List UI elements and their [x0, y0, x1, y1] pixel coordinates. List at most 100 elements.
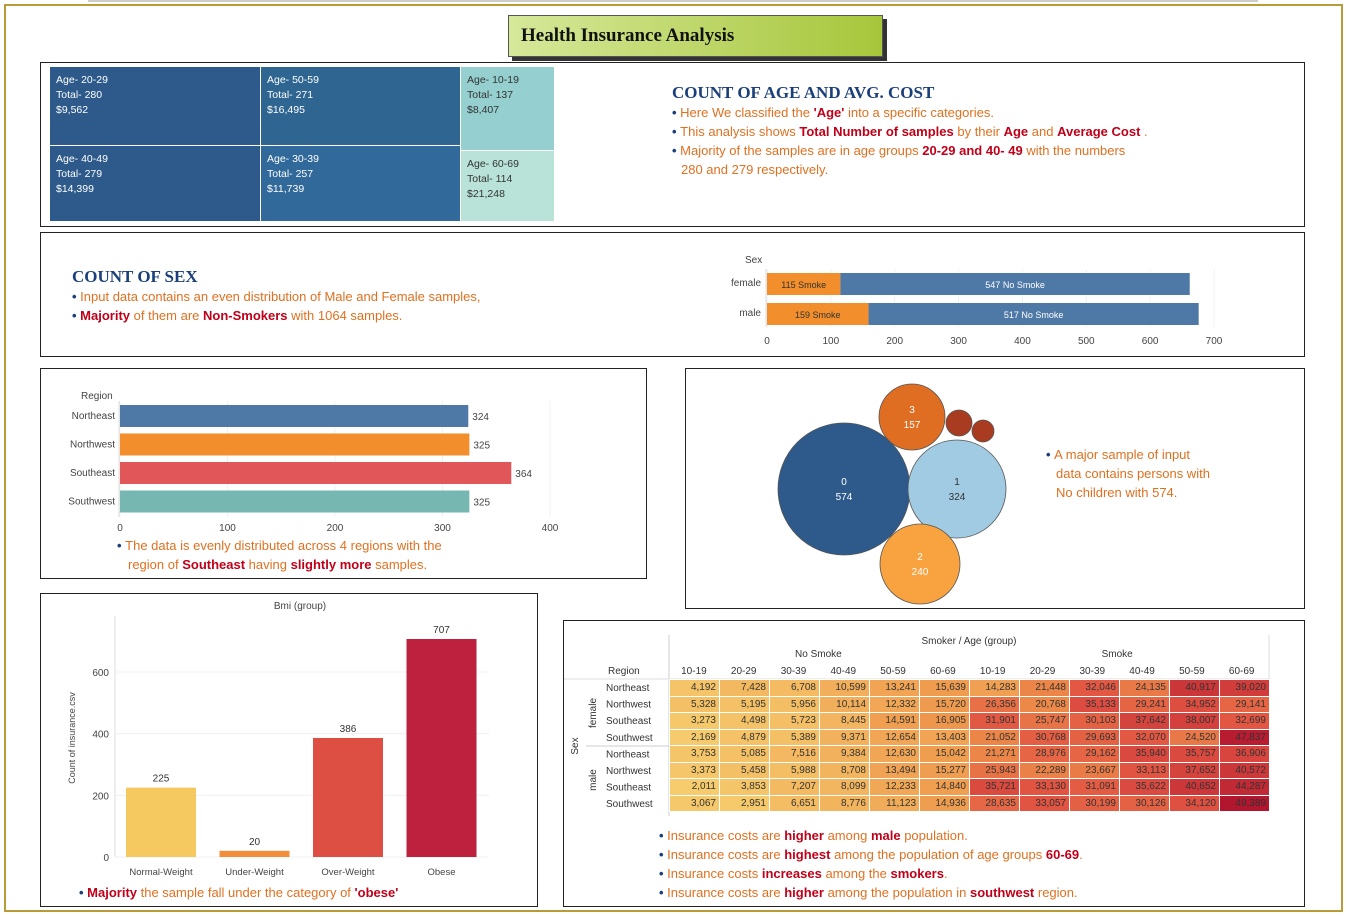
- treemap-cell-total: Total- 280: [56, 89, 103, 101]
- region-tick-label: 400: [542, 523, 559, 534]
- heat-cell: 9,384: [819, 745, 870, 763]
- sex-category-label: female: [731, 278, 761, 289]
- top-divider: [88, 0, 1258, 2]
- heat-cell: 12,332: [869, 695, 920, 713]
- heat-cell: 3,067: [669, 794, 720, 812]
- bubble-value-label: 240: [912, 567, 929, 578]
- heat-cell: 2,011: [669, 778, 720, 796]
- heat-cell: 11,123: [869, 794, 920, 812]
- heat-cell: 37,652: [1169, 761, 1220, 779]
- region-bar: [120, 490, 470, 513]
- heat-cell: 30,768: [1019, 728, 1070, 746]
- region-note-line-1: • The data is evenly distributed across …: [117, 538, 442, 553]
- heat-row: 2,169 4,879 5,389 9,371 12,654 13,403 21,052 30…: [669, 728, 1270, 746]
- heat-cell: 8,445: [819, 712, 870, 730]
- region-category-label: Northeast: [72, 411, 116, 422]
- heat-column-label: 20-29: [1030, 666, 1056, 677]
- heat-cell: 16,905: [919, 712, 970, 730]
- heat-cell: 37,642: [1119, 712, 1170, 730]
- heat-cell: 31,901: [969, 712, 1020, 730]
- heat-cell: 49,389: [1219, 794, 1270, 812]
- heat-cell: 5,085: [719, 745, 770, 763]
- region-bar-label: 325: [473, 441, 490, 452]
- heat-cell: 9,371: [819, 728, 870, 746]
- heat-cell: 14,840: [919, 778, 970, 796]
- heat-cell: 5,328: [669, 695, 720, 713]
- heat-cell: 22,289: [1019, 761, 1070, 779]
- bmi-category-label: Normal-Weight: [129, 867, 193, 878]
- heat-side-label: Sex: [570, 737, 581, 754]
- heat-cell: 5,195: [719, 695, 770, 713]
- heat-cell: 4,192: [669, 679, 720, 697]
- heat-cell: 35,721: [969, 778, 1020, 796]
- sex-bar-segment: [767, 303, 869, 325]
- heat-cell: 8,776: [819, 794, 870, 812]
- heatmap-panel: Smoker / Age (group) No Smoke Smoke Region 1…: [563, 620, 1305, 907]
- bmi-tick-label: 600: [92, 668, 109, 679]
- region-bar: [120, 405, 469, 427]
- heat-row: 3,273 4,498 5,723 8,445 14,591 16,905 31,901 25…: [669, 712, 1270, 730]
- children-note-line-2: data contains persons with: [1056, 466, 1210, 481]
- heat-group-label: No Smoke: [795, 649, 842, 660]
- region-bar: [120, 433, 470, 456]
- treemap-cell-total: Total- 279: [56, 168, 103, 180]
- bmi-bar-label: 225: [153, 774, 170, 785]
- heat-cell: 20,768: [1019, 695, 1070, 713]
- treemap-cell: Age- 20-29 Total- 280 $9,562: [50, 67, 260, 145]
- heat-cell: 24,135: [1119, 679, 1170, 697]
- bmi-bar-label: 707: [433, 625, 450, 636]
- heat-cell: 7,516: [769, 745, 820, 763]
- sex-bar-segment: [868, 303, 1199, 325]
- heat-cell: 29,693: [1069, 728, 1120, 746]
- sex-tick-label: 400: [1014, 336, 1031, 347]
- treemap-cell: Age- 60-69 Total- 114 $21,248: [461, 151, 554, 221]
- heat-cell: 10,599: [819, 679, 870, 697]
- region-tick-label: 0: [117, 523, 123, 534]
- heat-cell: 29,162: [1069, 745, 1120, 763]
- treemap-cell-age: Age- 40-49: [56, 153, 108, 165]
- treemap-cell-cost: $14,399: [56, 183, 94, 195]
- sex-bar-segment: [767, 273, 841, 295]
- heat-column-label: 50-59: [880, 666, 906, 677]
- treemap-cell-cost: $16,495: [267, 104, 305, 116]
- heat-note-1: • Insurance costs are higher among male …: [659, 828, 968, 843]
- age-panel: Age- 20-29 Total- 280 $9,562 Age- 50-59 Tota…: [40, 62, 1305, 227]
- bubble-value-label: 574: [836, 492, 853, 503]
- sex-axis-title: Sex: [745, 255, 762, 266]
- treemap-cell-cost: $8,407: [467, 104, 500, 116]
- sex-tick-label: 600: [1142, 336, 1159, 347]
- heat-region-label: Southeast: [606, 716, 651, 727]
- region-tick-label: 100: [219, 523, 236, 534]
- bmi-category-label: Obese: [428, 867, 456, 878]
- age-notes: COUNT OF AGE AND AVG. COST • Here We cla…: [672, 83, 1148, 179]
- heat-cell: 40,572: [1219, 761, 1270, 779]
- heat-cell: 35,757: [1169, 745, 1220, 763]
- sex-bar-label: 547 No Smoke: [985, 280, 1045, 290]
- treemap-cell-total: Total- 114: [467, 173, 513, 185]
- age-heading: COUNT OF AGE AND AVG. COST: [672, 83, 935, 102]
- heat-row: 2,011 3,853 7,207 8,099 12,233 14,840 35,721 33…: [669, 778, 1270, 796]
- sex-tick-label: 300: [950, 336, 967, 347]
- sex-bar-segment: [840, 273, 1190, 295]
- heat-cell: 32,046: [1069, 679, 1120, 697]
- heat-cell: 21,448: [1019, 679, 1070, 697]
- heat-region-label: Northeast: [606, 683, 650, 694]
- heat-cell: 4,879: [719, 728, 770, 746]
- bubble-category-label: 1: [954, 477, 960, 488]
- heat-cell: 14,283: [969, 679, 1020, 697]
- heat-cell: 35,133: [1069, 695, 1120, 713]
- treemap-cell-age: Age- 20-29: [56, 74, 108, 86]
- heat-cell: 24,520: [1169, 728, 1220, 746]
- heat-cell: 2,169: [669, 728, 720, 746]
- heat-cell: 35,940: [1119, 745, 1170, 763]
- region-bar-label: 325: [473, 498, 490, 509]
- heat-cell: 28,976: [1019, 745, 1070, 763]
- heat-cell: 13,403: [919, 728, 970, 746]
- heat-cell: 5,389: [769, 728, 820, 746]
- heat-cell: 13,241: [869, 679, 920, 697]
- heat-cell: 34,120: [1169, 794, 1220, 812]
- region-category-label: Southeast: [70, 468, 115, 479]
- heat-cell: 12,233: [869, 778, 920, 796]
- bmi-category-label: Over-Weight: [321, 867, 375, 878]
- heat-column-label: 30-39: [781, 666, 807, 677]
